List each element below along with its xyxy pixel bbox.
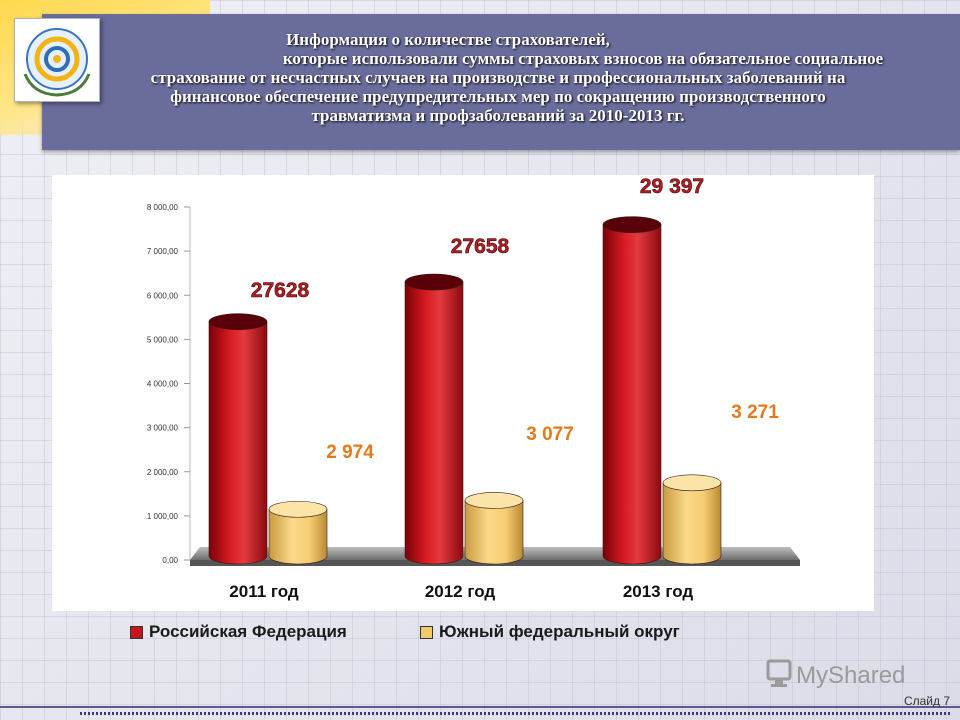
title-line-4: финансовое обеспечение предупредительных… — [170, 87, 826, 106]
data-label-rf: 27658 — [451, 235, 510, 258]
y-tick-label: 6 000,00 — [147, 291, 179, 300]
data-label-rf: 27628 — [251, 279, 310, 302]
bar-cap-ufo — [662, 474, 722, 492]
bar-cap-rf — [208, 313, 268, 331]
myshared-watermark: MyShared — [766, 655, 926, 695]
chart-legend: Российская Федерация Южный федеральный о… — [130, 622, 830, 646]
bar-ufo — [268, 508, 328, 565]
x-category-label: 2012 год — [425, 582, 496, 601]
bar-ufo — [662, 482, 722, 565]
title-line-5: травматизма и профзаболеваний за 2010-20… — [311, 106, 685, 125]
y-tick-label: 5 000,00 — [147, 335, 179, 344]
data-label-rf: 29 397 — [640, 175, 704, 198]
bar-ufo — [464, 500, 524, 565]
chart-panel: 0,00 1 000,00 2 000,00 3 000,00 4 000,00 5 00… — [52, 175, 874, 611]
footer-dotted-line — [80, 712, 950, 715]
title-banner — [42, 14, 960, 150]
data-label-ufo: 3 077 — [526, 424, 574, 445]
bar-cap-ufo — [464, 492, 524, 509]
y-tick-label: 2 000,00 — [147, 468, 179, 477]
title-line-2: которые использовали суммы страховых взн… — [282, 49, 884, 68]
bar-cap-rf — [404, 273, 464, 291]
bar-rf — [208, 321, 268, 565]
page-title: Информация о количестве страхователей, к… — [48, 30, 948, 125]
y-tick-label: 0,00 — [162, 556, 178, 565]
fss-logo — [14, 18, 100, 102]
footer-divider — [0, 706, 960, 708]
y-tick-label: 4 000,00 — [147, 380, 179, 389]
legend-label-ufo: Южный федеральный округ — [439, 622, 680, 641]
y-tick-label: 1 000,00 — [147, 512, 179, 521]
x-category-label: 2013 год — [623, 582, 694, 601]
title-line-1: Информация о количестве страхователей, — [286, 30, 610, 49]
y-tick-label: 8 000,00 — [147, 203, 179, 212]
bar-rf — [404, 281, 464, 565]
y-tick-label: 7 000,00 — [147, 247, 179, 256]
legend-item-rf: Российская Федерация — [130, 622, 347, 642]
y-tick-label: 3 000,00 — [147, 424, 179, 433]
bar-cap-rf — [602, 216, 662, 233]
bar-rf — [602, 224, 662, 565]
bar-cap-ufo — [268, 500, 328, 518]
legend-swatch-rf — [130, 625, 143, 639]
watermark-text: MyShared — [796, 662, 905, 689]
title-line-3: страхование от несчастных случаев на про… — [150, 68, 846, 87]
bar-chart: 0,00 1 000,00 2 000,00 3 000,00 4 000,00 5 00… — [147, 175, 800, 601]
legend-swatch-ufo — [420, 625, 433, 639]
legend-label-rf: Российская Федерация — [149, 622, 347, 641]
legend-item-ufo: Южный федеральный округ — [420, 622, 680, 642]
data-label-ufo: 2 974 — [326, 442, 374, 463]
slide-number: Слайд 7 — [903, 694, 950, 708]
x-category-label: 2011 год — [229, 582, 299, 601]
data-label-ufo: 3 271 — [731, 402, 779, 423]
